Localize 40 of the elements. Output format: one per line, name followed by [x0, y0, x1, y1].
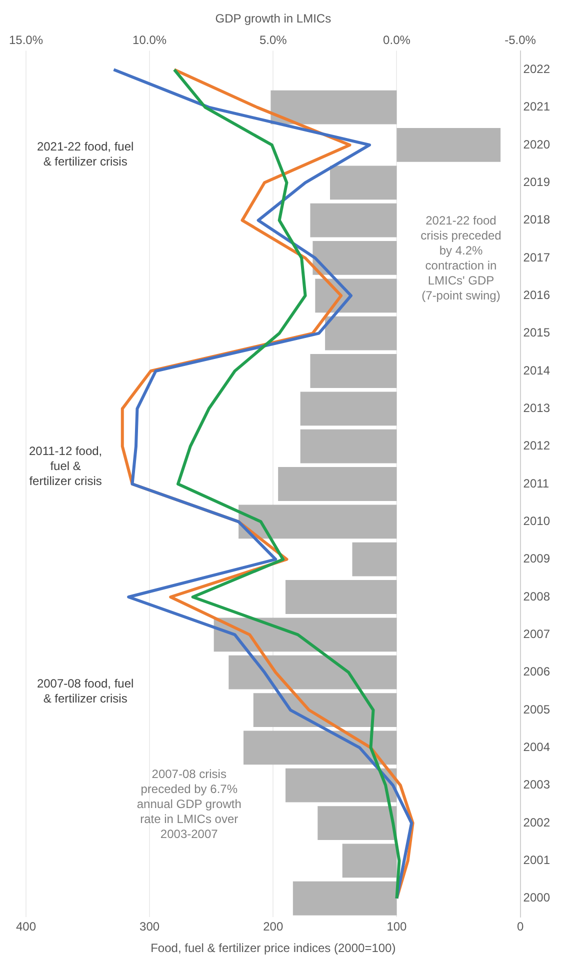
x-tick-label: 200 [263, 920, 284, 934]
annotation: 2011-12 food, fuel & fertilizer crisis [28, 444, 102, 488]
y-tick-label: 2006 [523, 664, 550, 679]
x-tick-label: 300 [140, 920, 160, 934]
annotation: 2021-22 food, fuel & fertilizer crisis [36, 140, 134, 169]
x-tick-label: 100 [386, 920, 408, 934]
annotation: 2021-22 food crisis preceded by 4.2% contraction in LMICs' GDP (7-point swing) [420, 214, 502, 303]
x-tick-label: 0 [516, 920, 524, 934]
y-tick-label: 2004 [523, 740, 550, 754]
y-tick-label: 2015 [523, 326, 550, 340]
x2-tick-label: -5.0% [504, 32, 536, 47]
y-tick-label: 2021 [523, 100, 550, 114]
y-tick-label: 2007 [523, 626, 550, 641]
y-tick-label: 2003 [523, 778, 550, 792]
y-tick-label: 2002 [523, 815, 550, 830]
annotation: 2007-08 food, fuel & fertilizer crisis [36, 676, 134, 706]
x-tick-label: 400 [16, 920, 36, 934]
x-axis-title: Food, fuel & fertilizer price indices (2000=100) [150, 941, 396, 956]
y-tick-label: 2011 [523, 476, 550, 490]
y-tick-label: 2009 [523, 552, 550, 566]
y-tick-label: 2012 [523, 438, 550, 453]
y-tick-label: 2010 [523, 514, 550, 528]
y-tick-label: 2016 [523, 288, 550, 302]
y-tick-label: 2020 [523, 137, 550, 152]
x2-tick-label: 0.0% [383, 32, 411, 47]
x2-tick-label: 15.0% [8, 32, 44, 47]
annotation: 2007-08 crisis preceded by 6.7% annual GDP growth rate in LMICs over 2003-2007 [136, 766, 242, 841]
y-tick-label: 2019 [523, 174, 550, 189]
y-tick-label: 2008 [523, 589, 550, 604]
x2-axis-title: GDP growth in LMICs [215, 12, 332, 26]
y-tick-label: 2018 [523, 212, 550, 227]
y-tick-label: 2017 [523, 250, 550, 264]
x2-tick-label: 5.0% [259, 32, 288, 47]
y-tick-label: 2014 [523, 363, 550, 378]
y-tick-label: 2000 [523, 890, 550, 905]
x2-tick-label: 10.0% [132, 32, 167, 47]
y-tick-label: 2001 [523, 853, 550, 868]
y-tick-label: 2013 [523, 400, 550, 415]
y-tick-label: 2022 [523, 62, 550, 76]
y-tick-label: 2005 [523, 702, 550, 716]
